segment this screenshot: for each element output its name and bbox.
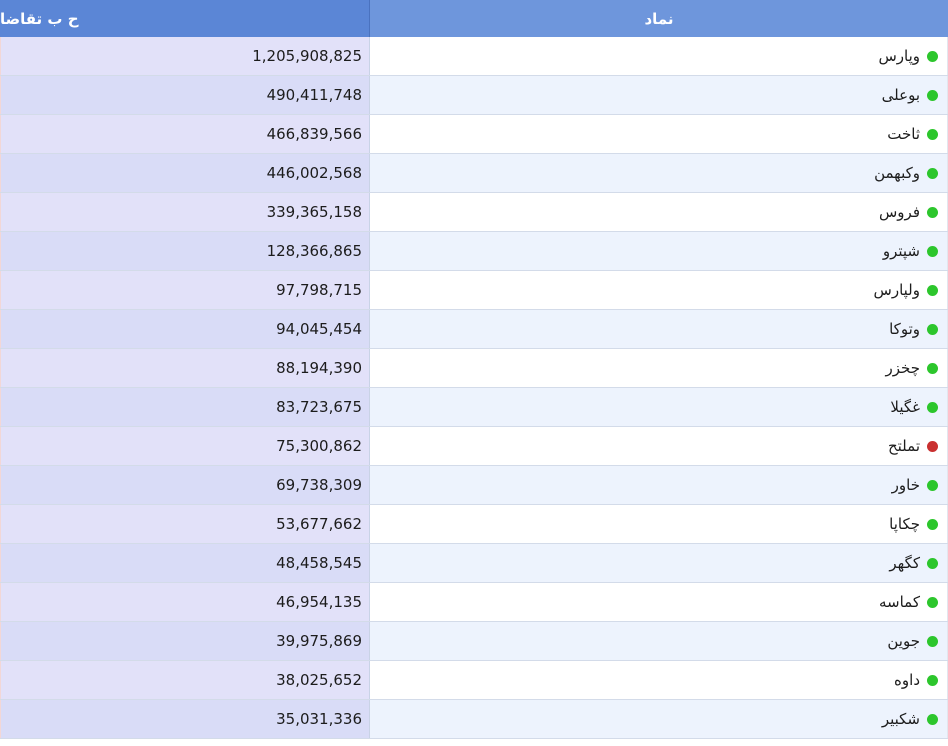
bid-volume-cell: 1,205,908,825 (0, 37, 369, 75)
bid-volume-cell: 339,365,158 (0, 193, 369, 231)
table-row[interactable]: 39,975,869 جوین (0, 622, 948, 661)
status-dot-icon (927, 518, 938, 530)
symbol-cell[interactable]: داوه (369, 661, 948, 699)
symbol-name[interactable]: غگیلا (890, 398, 920, 416)
table-row[interactable]: 53,677,662 چکاپا (0, 505, 948, 544)
status-dot-icon (927, 401, 938, 413)
column-header-bid-volume[interactable]: ح ب تقاضا (0, 0, 369, 37)
symbol-cell[interactable]: ثاخت (369, 115, 948, 153)
table-row[interactable]: 75,300,862 تملتح (0, 427, 948, 466)
status-dot-icon (927, 557, 938, 569)
symbol-name[interactable]: شپترو (882, 242, 920, 260)
symbol-cell[interactable]: کگهر (369, 544, 948, 582)
symbol-cell[interactable]: غگیلا (369, 388, 948, 426)
symbol-name[interactable]: بوعلی (881, 86, 920, 104)
symbol-name[interactable]: خاور (891, 476, 920, 494)
symbol-name[interactable]: جوین (887, 632, 920, 650)
status-dot-icon (927, 479, 938, 491)
symbol-cell[interactable]: ولپارس (369, 271, 948, 309)
symbol-cell[interactable]: شپترو (369, 232, 948, 270)
symbol-cell[interactable]: جوین (369, 622, 948, 660)
status-dot-icon (927, 50, 938, 62)
bid-volume-cell: 88,194,390 (0, 349, 369, 387)
status-dot-icon (927, 128, 938, 140)
symbol-name[interactable]: وپارس (878, 47, 920, 65)
table-row[interactable]: 128,366,865 شپترو (0, 232, 948, 271)
table-row[interactable]: 83,723,675 غگیلا (0, 388, 948, 427)
bid-volume-cell: 38,025,652 (0, 661, 369, 699)
bid-volume-cell: 48,458,545 (0, 544, 369, 582)
bid-volume-cell: 46,954,135 (0, 583, 369, 621)
symbol-name[interactable]: چخزر (885, 359, 920, 377)
table-row[interactable]: 88,194,390 چخزر (0, 349, 948, 388)
column-header-symbol[interactable]: نماد (369, 0, 948, 37)
symbol-name[interactable]: شکبیر (881, 710, 920, 728)
table-row[interactable]: 94,045,454 وتوکا (0, 310, 948, 349)
table-row[interactable]: 466,839,566 ثاخت (0, 115, 948, 154)
table-row[interactable]: 339,365,158 فروس (0, 193, 948, 232)
column-header-symbol-label: نماد (644, 9, 674, 28)
status-dot-icon (927, 206, 938, 218)
symbol-name[interactable]: وتوکا (889, 320, 920, 338)
symbol-cell[interactable]: وکبهمن (369, 154, 948, 192)
symbol-cell[interactable]: چکاپا (369, 505, 948, 543)
table-row[interactable]: 46,954,135 کماسه (0, 583, 948, 622)
status-dot-icon (927, 362, 938, 374)
symbol-cell[interactable]: تملتح (369, 427, 948, 465)
bid-volume-cell: 35,031,336 (0, 700, 369, 738)
bid-volume-cell: 39,975,869 (0, 622, 369, 660)
status-dot-icon (927, 167, 938, 179)
status-dot-icon (927, 674, 938, 686)
status-dot-icon (927, 284, 938, 296)
symbol-name[interactable]: چکاپا (889, 515, 920, 533)
status-dot-icon (927, 245, 938, 257)
symbol-name[interactable]: وکبهمن (874, 164, 920, 182)
bid-volume-cell: 490,411,748 (0, 76, 369, 114)
status-dot-icon (927, 713, 938, 725)
symbol-name[interactable]: تملتح (887, 437, 920, 455)
symbol-cell[interactable]: فروس (369, 193, 948, 231)
status-dot-icon (927, 440, 938, 452)
table-row[interactable]: 38,025,652 داوه (0, 661, 948, 700)
symbol-name[interactable]: ثاخت (887, 125, 920, 143)
symbol-name[interactable]: کماسه (879, 593, 920, 611)
bid-volume-cell: 97,798,715 (0, 271, 369, 309)
symbol-name[interactable]: فروس (878, 203, 920, 221)
symbol-name[interactable]: کگهر (889, 554, 920, 572)
table-row[interactable]: 490,411,748 بوعلی (0, 76, 948, 115)
status-dot-icon (927, 596, 938, 608)
table-row[interactable]: 35,031,336 شکبیر (0, 700, 948, 739)
bid-volume-cell: 53,677,662 (0, 505, 369, 543)
symbol-cell[interactable]: کماسه (369, 583, 948, 621)
table-row[interactable]: 446,002,568 وکبهمن (0, 154, 948, 193)
bid-volume-cell: 75,300,862 (0, 427, 369, 465)
symbol-cell[interactable]: وتوکا (369, 310, 948, 348)
symbol-name[interactable]: داوه (894, 671, 920, 689)
symbol-name[interactable]: ولپارس (873, 281, 920, 299)
status-dot-icon (927, 635, 938, 647)
table-row[interactable]: 48,458,545 کگهر (0, 544, 948, 583)
table-row[interactable]: 1,205,908,825 وپارس (0, 37, 948, 76)
table-row[interactable]: 69,738,309 خاور (0, 466, 948, 505)
bid-volume-cell: 69,738,309 (0, 466, 369, 504)
symbol-cell[interactable]: شکبیر (369, 700, 948, 738)
symbol-cell[interactable]: چخزر (369, 349, 948, 387)
symbol-cell[interactable]: بوعلی (369, 76, 948, 114)
symbol-cell[interactable]: وپارس (369, 37, 948, 75)
table-header: ح ب تقاضا نماد (0, 0, 948, 37)
table-body: 1,205,908,825 وپارس 490,411,748 بوعلی 466,83… (0, 37, 948, 739)
bid-volume-cell: 466,839,566 (0, 115, 369, 153)
symbol-cell[interactable]: خاور (369, 466, 948, 504)
column-header-bid-volume-label: ح ب تقاضا (0, 9, 79, 28)
bid-volume-cell: 128,366,865 (0, 232, 369, 270)
bid-volume-cell: 94,045,454 (0, 310, 369, 348)
bid-volume-cell: 446,002,568 (0, 154, 369, 192)
table-row[interactable]: 97,798,715 ولپارس (0, 271, 948, 310)
status-dot-icon (927, 89, 938, 101)
bid-volume-cell: 83,723,675 (0, 388, 369, 426)
status-dot-icon (927, 323, 938, 335)
